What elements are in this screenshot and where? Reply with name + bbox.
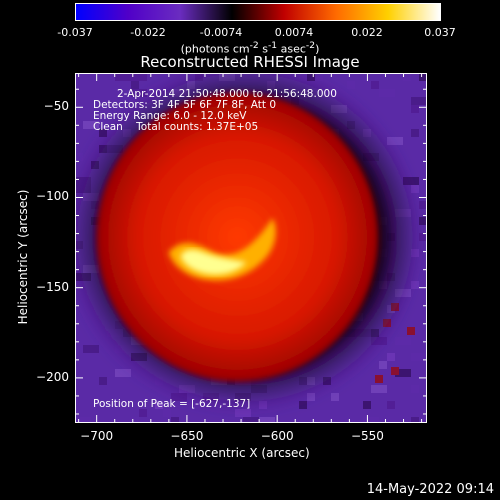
noise-pixel xyxy=(411,385,419,393)
noise-pixel xyxy=(407,327,415,335)
colorbar-tick-label: -0.022 xyxy=(130,26,166,39)
x-tick-label: −650 xyxy=(170,429,204,443)
axis-ticks xyxy=(75,73,427,423)
info-time-range: 2-Apr-2014 21:50:48.000 to 21:56:48.000 xyxy=(117,88,337,100)
noise-pixel xyxy=(395,337,403,345)
noise-pixel xyxy=(131,81,139,89)
noise-pixel xyxy=(83,121,99,129)
x-tick-label: −700 xyxy=(80,429,114,443)
noise-pixel xyxy=(403,177,419,185)
y-tick-label: −150 xyxy=(36,279,69,294)
noise-pixel xyxy=(331,393,339,401)
noise-pixel xyxy=(115,73,131,81)
noise-pixel xyxy=(155,401,163,409)
x-tick-label: −600 xyxy=(260,429,294,443)
info-energy-range: Energy Range: 6.0 - 12.0 keV xyxy=(93,110,247,122)
info-block: 2-Apr-2014 21:50:48.000 to 21:56:48.000 … xyxy=(93,88,337,410)
noise-pixel xyxy=(243,417,259,423)
noise-pixel xyxy=(131,417,139,423)
heatmap-plot: 2-Apr-2014 21:50:48.000 to 21:56:48.000 … xyxy=(75,73,427,423)
colorbar-tick-label: 0.0074 xyxy=(274,26,314,39)
info-counts: Clean Total counts: 1.37E+05 xyxy=(93,121,258,133)
noise-pixel xyxy=(379,361,387,369)
colorbar-units: (photons cm-2 s-1 asec-2) xyxy=(180,40,320,56)
colorbar-tick-label: -0.037 xyxy=(57,26,93,39)
noise-pixel xyxy=(387,353,395,361)
noise-pixel xyxy=(75,417,91,423)
noise-pixel xyxy=(419,73,427,81)
noise-pixel xyxy=(411,105,419,113)
noise-pixel xyxy=(131,73,147,81)
noise-pixel xyxy=(371,385,387,393)
noise-pixel xyxy=(371,81,379,89)
x-axis-label: Heliocentric X (arcsec) xyxy=(174,446,310,460)
noise-pixel xyxy=(83,345,99,353)
timestamp: 14-May-2022 09:14 xyxy=(366,482,494,497)
y-axis-label: Heliocentric Y (arcsec) xyxy=(16,189,30,325)
noise-pixel xyxy=(419,201,427,209)
colorbar-tick-label: 0.037 xyxy=(424,26,456,39)
noise-pixel xyxy=(419,233,427,241)
noise-pixel xyxy=(387,401,395,409)
noise-pixel xyxy=(403,337,411,345)
noise-pixel xyxy=(411,129,419,137)
x-tick-label: −550 xyxy=(350,429,384,443)
noise-pixel xyxy=(391,367,399,375)
noise-pixel xyxy=(411,417,419,423)
noise-pixel xyxy=(99,377,107,385)
noise-pixel xyxy=(411,185,419,193)
plot-frame xyxy=(75,73,427,423)
colorbar xyxy=(75,3,441,21)
emission-core xyxy=(96,92,379,382)
noise-pixel xyxy=(299,401,307,409)
noise-pixel xyxy=(171,417,179,423)
y-tick-label: −50 xyxy=(43,99,69,114)
bright-arc-core xyxy=(180,249,247,275)
noise-pixel xyxy=(259,417,275,423)
noise-pixel xyxy=(163,409,171,417)
noise-pixel xyxy=(395,369,411,377)
noise-pixel xyxy=(419,217,427,225)
info-detectors: Detectors: 3F 4F 5F 6F 7F 8F, Att 0 xyxy=(93,99,276,111)
chart-title: Reconstructed RHESSI Image xyxy=(140,53,360,71)
noise-pixel xyxy=(379,89,395,97)
noise-pixel xyxy=(411,353,427,361)
noise-pixel xyxy=(411,97,427,105)
noise-pixel xyxy=(387,137,403,145)
noise-pixel xyxy=(403,73,411,81)
noise-pixel xyxy=(347,81,355,89)
y-tick-label: −200 xyxy=(36,369,69,384)
colorbar-tick-label: -0.0074 xyxy=(199,26,243,39)
y-tick-label: −100 xyxy=(36,189,69,204)
noise-pixel xyxy=(235,409,251,417)
noise-pixel xyxy=(363,401,371,409)
noise-pixel xyxy=(139,409,147,417)
noise-pixel xyxy=(315,73,323,81)
peak-position: Position of Peak = [-627,-137] xyxy=(93,398,250,410)
noise-pixel xyxy=(363,417,379,423)
colorbar-tick-label: 0.022 xyxy=(351,26,383,39)
noise-pixel xyxy=(375,375,383,383)
noise-pixel xyxy=(411,281,419,289)
